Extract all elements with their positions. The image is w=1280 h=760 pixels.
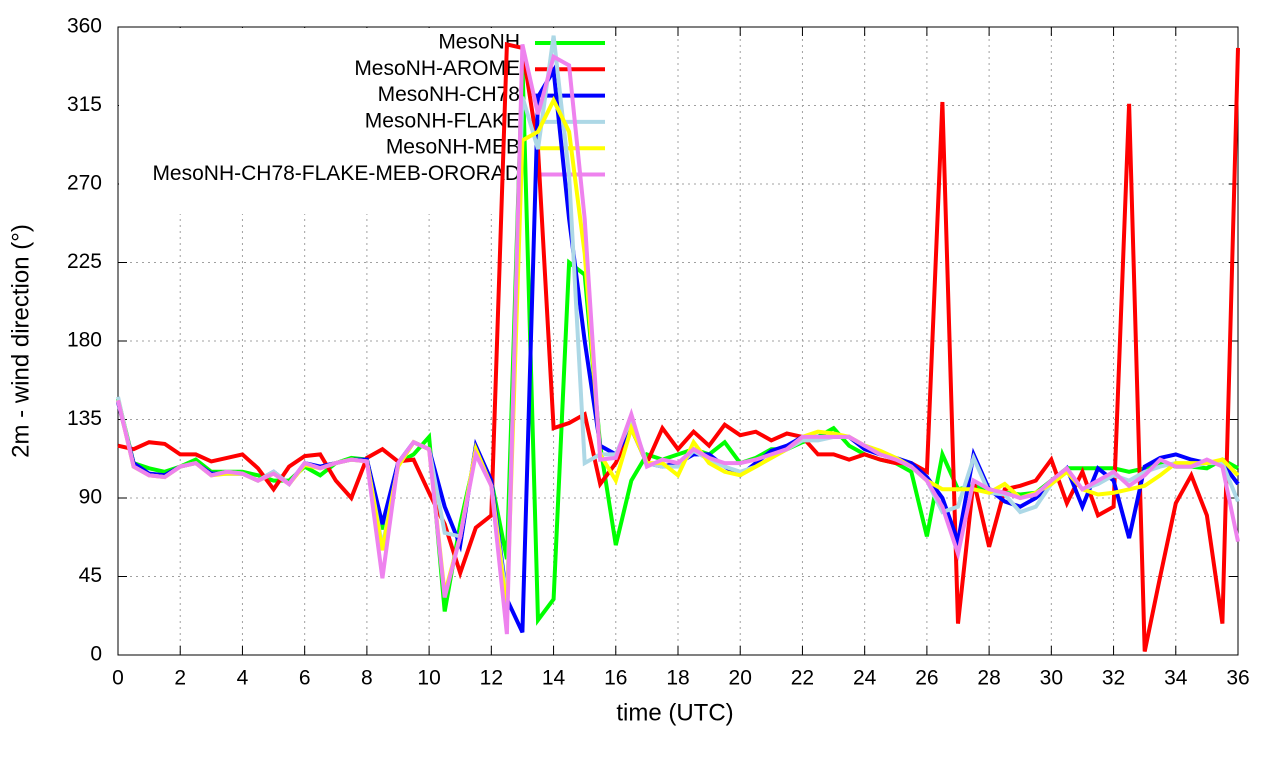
y-tick-label: 45 (79, 564, 102, 587)
x-tick-label: 6 (299, 667, 311, 690)
x-tick-label: 32 (1102, 667, 1125, 690)
legend-label: MesoNH-CH78 (378, 83, 520, 106)
y-tick-label: 90 (79, 486, 102, 509)
y-tick-label: 360 (67, 15, 102, 38)
x-tick-label: 4 (237, 667, 249, 690)
x-tick-label: 10 (417, 667, 440, 690)
x-axis-label: time (UTC) (616, 699, 733, 726)
legend-label: MesoNH-FLAKE (365, 109, 520, 132)
x-tick-label: 2 (174, 667, 186, 690)
legend-label: MesoNH-MEB (386, 136, 520, 159)
x-tick-label: 22 (791, 667, 814, 690)
x-tick-label: 28 (977, 667, 1000, 690)
series-line (117, 41, 1240, 652)
y-tick-label: 180 (67, 329, 102, 352)
x-tick-label: 36 (1226, 667, 1249, 690)
legend-label: MesoNH (438, 31, 520, 54)
series-line (116, 43, 1240, 635)
x-tick-label: 18 (666, 667, 689, 690)
x-tick-label: 12 (480, 667, 503, 690)
x-tick-label: 34 (1164, 667, 1188, 690)
y-tick-label: 135 (67, 407, 102, 430)
x-tick-label: 14 (542, 667, 566, 690)
x-tick-label: 24 (853, 667, 877, 690)
x-tick-label: 8 (361, 667, 373, 690)
y-tick-label: 315 (67, 93, 102, 116)
x-tick-label: 30 (1040, 667, 1063, 690)
legend-label: MesoNH-AROME (354, 57, 520, 80)
y-axis-label: 2m - wind direction (°) (7, 224, 34, 458)
y-tick-label: 225 (67, 250, 102, 273)
y-tick-label: 270 (67, 172, 102, 195)
x-tick-label: 0 (112, 667, 124, 690)
x-tick-label: 26 (915, 667, 938, 690)
y-tick-label: 0 (90, 643, 102, 666)
x-tick-label: 20 (729, 667, 752, 690)
legend-label: MesoNH-CH78-FLAKE-MEB-ORORAD (152, 162, 520, 185)
x-tick-label: 16 (604, 667, 627, 690)
plot-border (117, 26, 1239, 656)
